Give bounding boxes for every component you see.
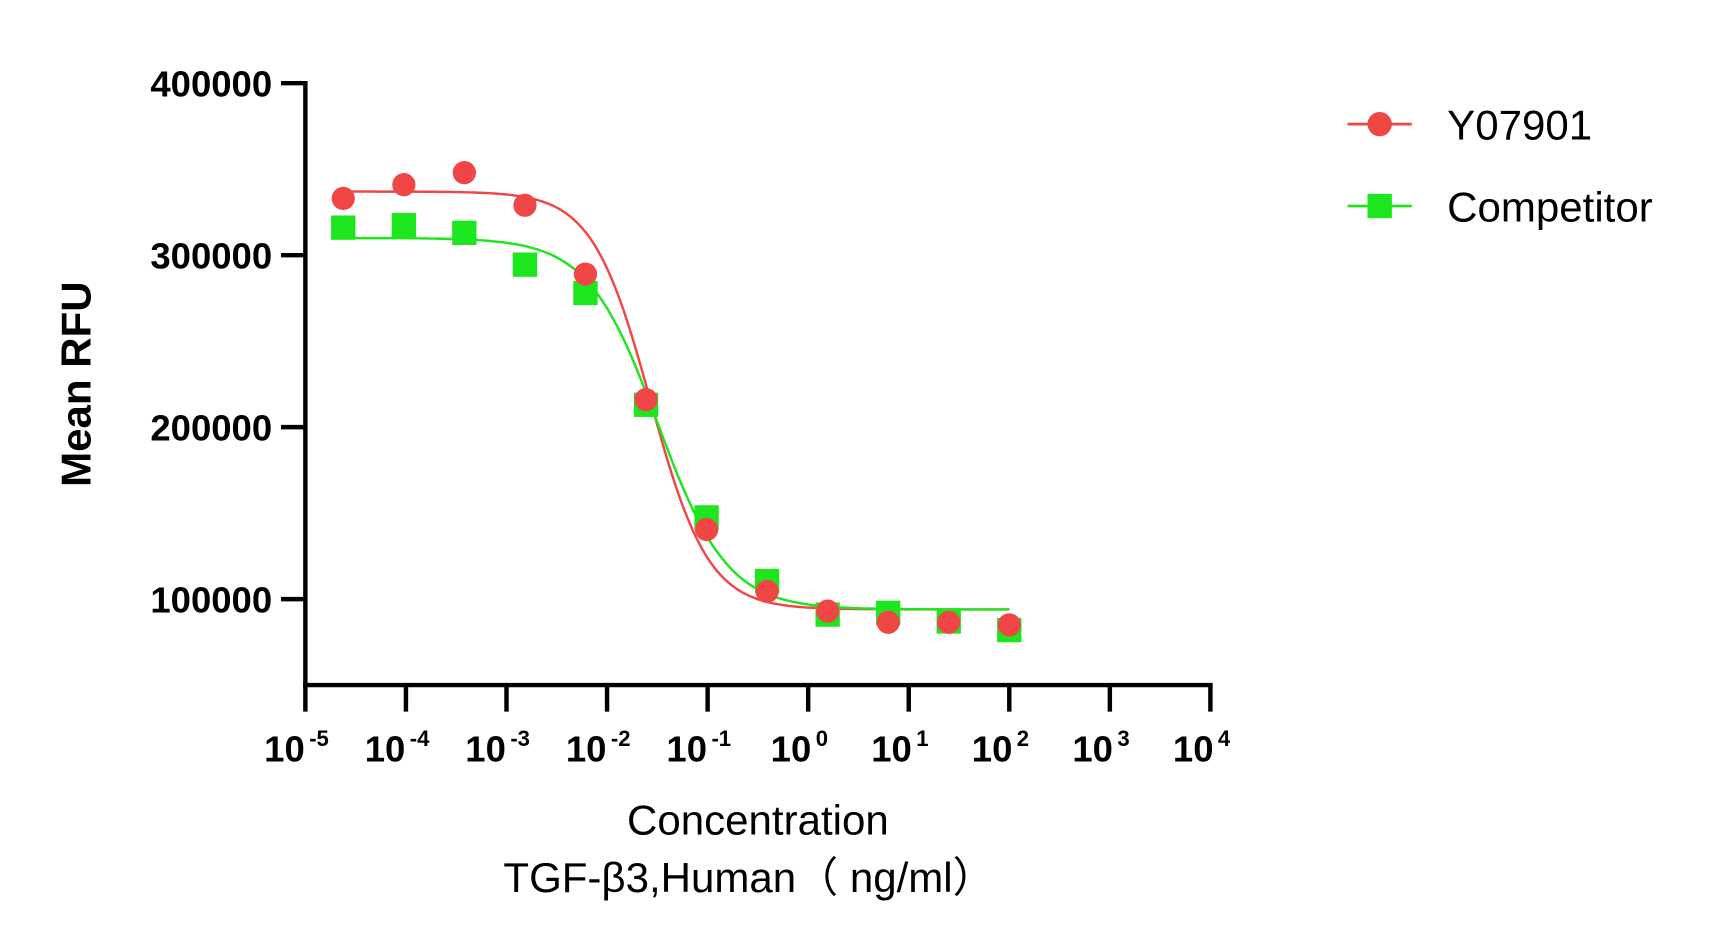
axes — [303, 80, 1213, 688]
x-tick-label: 10 1 — [871, 726, 928, 769]
data-point-competitor — [512, 252, 538, 277]
x-axis-label: Concentration — [627, 796, 889, 843]
x-tick-base: 10 — [871, 728, 912, 769]
data-point-y07901 — [392, 173, 416, 197]
y-tick-label: 300000 — [150, 235, 272, 276]
x-tick-label: 10 4 — [1173, 726, 1231, 769]
x-tick-base: 10 — [666, 728, 707, 769]
x-tick-exponent: -2 — [611, 726, 631, 751]
data-point-competitor — [391, 212, 417, 238]
x-tick-label: 10 -5 — [264, 726, 329, 769]
data-point-y07901 — [513, 193, 537, 217]
x-tick-label: 10 -2 — [566, 726, 631, 769]
data-point-y07901 — [694, 517, 719, 542]
legend-label: Y07901 — [1447, 102, 1592, 149]
data-point-y07901 — [573, 262, 598, 286]
y-tick-label: 200000 — [150, 407, 272, 448]
legend-square-marker-icon — [1367, 193, 1392, 219]
x-tick-exponent: 0 — [816, 726, 828, 751]
x-tick-label: 10 0 — [771, 726, 828, 769]
x-tick-base: 10 — [264, 728, 305, 769]
x-tick-label: 10 -4 — [365, 726, 430, 769]
x-tick-exponent: 3 — [1117, 726, 1129, 751]
data-point-competitor — [452, 220, 477, 245]
x-tick-label: 10 3 — [1072, 726, 1129, 769]
x-tick-exponent: -1 — [711, 726, 731, 751]
data-point-y07901 — [331, 186, 355, 211]
data-point-y07901 — [997, 613, 1021, 637]
x-tick-base: 10 — [1072, 728, 1113, 769]
x-tick-base: 10 — [566, 728, 607, 769]
x-tick-exponent: 2 — [1017, 726, 1029, 751]
y-tick-label: 100000 — [150, 579, 272, 620]
x-tick-base: 10 — [1173, 728, 1214, 769]
x-tick-base: 10 — [972, 728, 1013, 769]
data-points — [331, 161, 1022, 643]
x-tick-exponent: -3 — [510, 726, 530, 751]
legend-label: Competitor — [1447, 184, 1653, 231]
x-tick-label: 10 -3 — [465, 726, 530, 769]
x-axis-label-units: TGF-β3,Human（ ng/ml） — [503, 854, 994, 901]
data-point-y07901 — [937, 610, 961, 634]
data-point-y07901 — [876, 610, 900, 634]
legend-circle-marker-icon — [1367, 111, 1392, 137]
y-ticks: 100000 200000 300000 400000 — [150, 63, 306, 620]
data-point-y07901 — [755, 579, 779, 603]
x-tick-exponent: 1 — [916, 726, 928, 751]
y-tick-label: 400000 — [150, 63, 272, 104]
data-point-y07901 — [634, 388, 658, 412]
x-tick-base: 10 — [365, 728, 406, 769]
fit-curves — [343, 190, 1010, 611]
x-tick-label: 10 -1 — [666, 726, 731, 769]
x-tick-exponent: -4 — [410, 726, 430, 751]
legend: Y07901 Competitor — [1347, 102, 1653, 231]
data-point-y07901 — [452, 161, 476, 185]
x-tick-label: 10 2 — [972, 726, 1029, 769]
x-tick-exponent: 4 — [1218, 726, 1231, 751]
x-tick-base: 10 — [771, 728, 812, 769]
data-point-competitor — [331, 215, 356, 240]
x-tick-exponent: -5 — [309, 726, 329, 751]
y-axis-label: Mean RFU — [53, 281, 100, 487]
fit-curve-competitor — [343, 236, 1010, 611]
fit-curve-y07901 — [343, 190, 1010, 611]
x-ticks: 10 -5 10 -4 10 -3 10 -2 10 -1 10 0 10 1 10 2 10 3 10 4 — [264, 685, 1231, 769]
legend-item-y07901: Y07901 — [1347, 102, 1592, 149]
data-point-y07901 — [816, 599, 840, 623]
x-tick-base: 10 — [465, 728, 506, 769]
legend-item-competitor: Competitor — [1347, 184, 1653, 231]
